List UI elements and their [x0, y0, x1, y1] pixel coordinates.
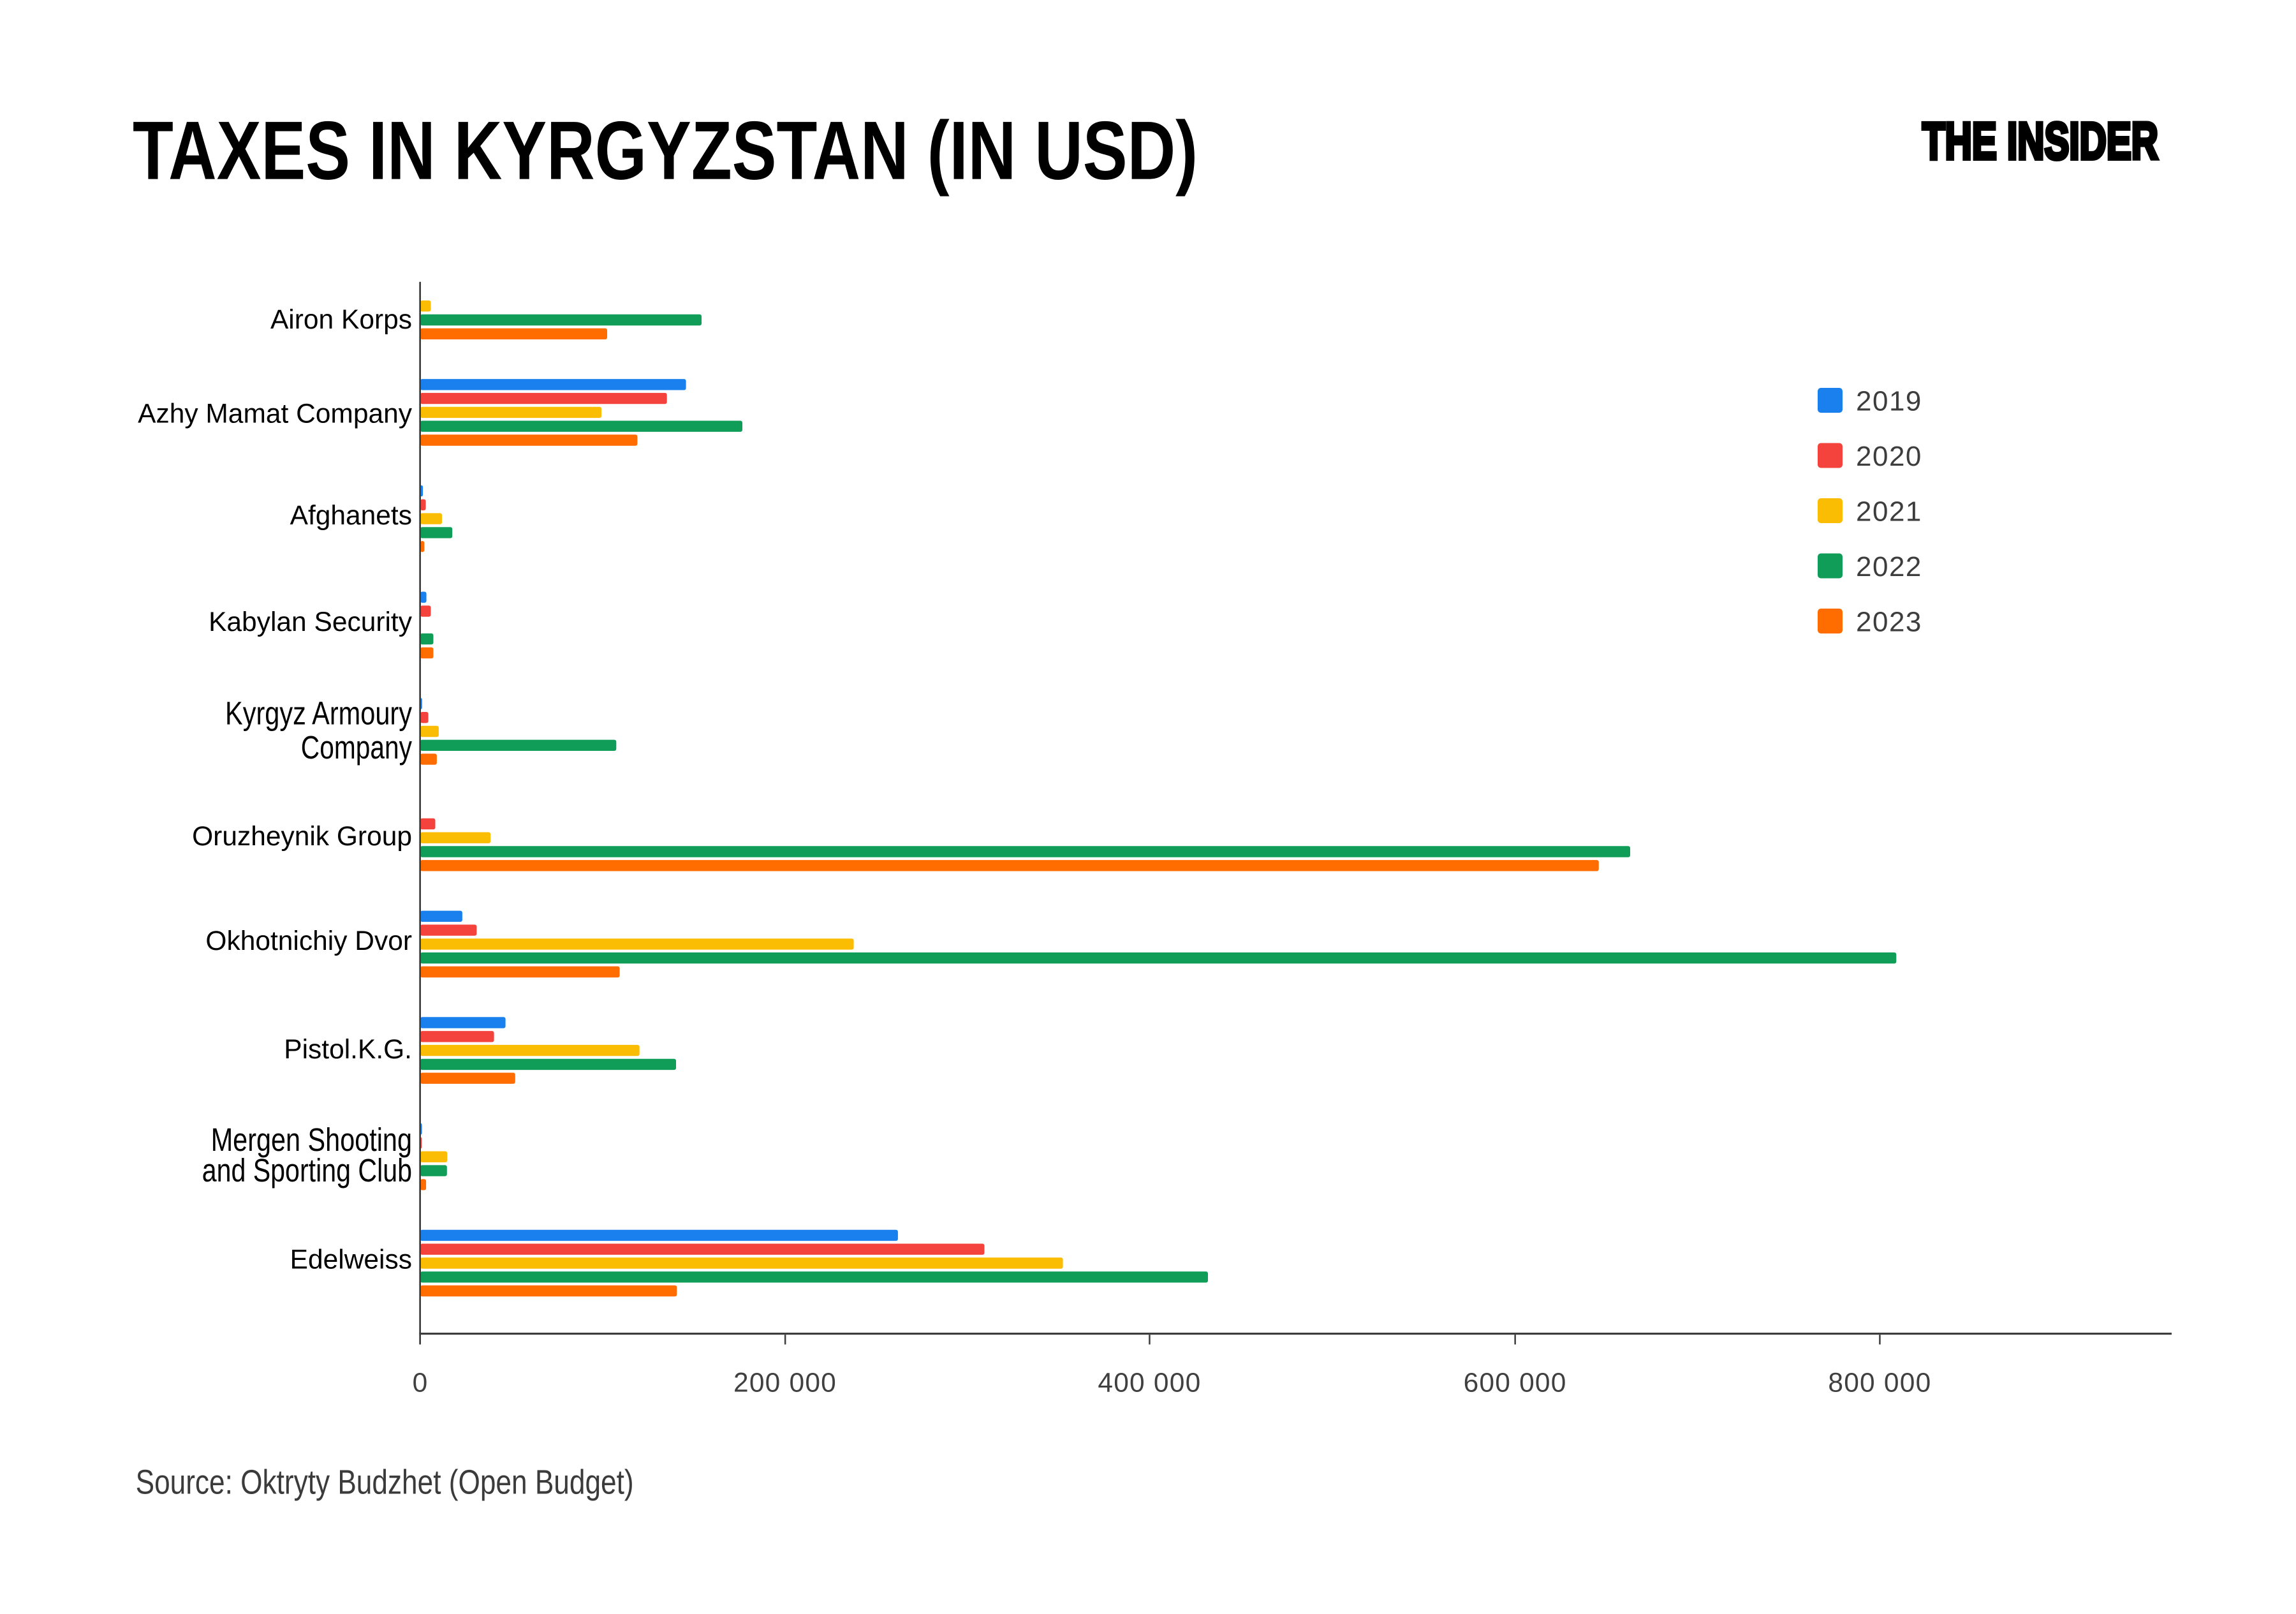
svg-text:Kabylan Security: Kabylan Security: [209, 607, 413, 637]
svg-text:Pistol.K.G.: Pistol.K.G.: [284, 1035, 412, 1065]
svg-text:2022: 2022: [1856, 551, 1922, 582]
svg-text:Afghanets: Afghanets: [290, 501, 412, 531]
svg-text:Edelweiss: Edelweiss: [290, 1245, 412, 1275]
svg-text:2019: 2019: [1856, 386, 1922, 417]
svg-text:Oruzheynik Group: Oruzheynik Group: [192, 822, 412, 852]
svg-text:200 000: 200 000: [733, 1368, 837, 1398]
svg-text:Mergen Shooting: Mergen Shooting: [211, 1122, 412, 1158]
svg-text:Company: Company: [301, 729, 413, 766]
svg-text:and Sporting Club: and Sporting Club: [202, 1152, 412, 1188]
svg-text:400 000: 400 000: [1098, 1368, 1201, 1398]
svg-text:800 000: 800 000: [1828, 1368, 1931, 1398]
svg-text:Airon Korps: Airon Korps: [270, 305, 412, 335]
svg-text:0: 0: [413, 1368, 429, 1398]
svg-text:2020: 2020: [1856, 441, 1922, 472]
svg-text:Source: Oktryty Budzhet (Open: Source: Oktryty Budzhet (Open Budget): [136, 1463, 634, 1502]
svg-text:Azhy Mamat Company: Azhy Mamat Company: [138, 399, 413, 429]
svg-text:THE INSIDER: THE INSIDER: [1922, 112, 2158, 170]
svg-text:2021: 2021: [1856, 496, 1922, 528]
svg-text:Kyrgyz Armoury: Kyrgyz Armoury: [225, 695, 412, 731]
svg-text:600 000: 600 000: [1464, 1368, 1567, 1398]
svg-text:TAXES IN KYRGYZSTAN (IN USD): TAXES IN KYRGYZSTAN (IN USD): [133, 104, 1198, 197]
svg-text:Okhotnichiy Dvor: Okhotnichiy Dvor: [205, 926, 412, 956]
svg-text:2023: 2023: [1856, 607, 1922, 638]
